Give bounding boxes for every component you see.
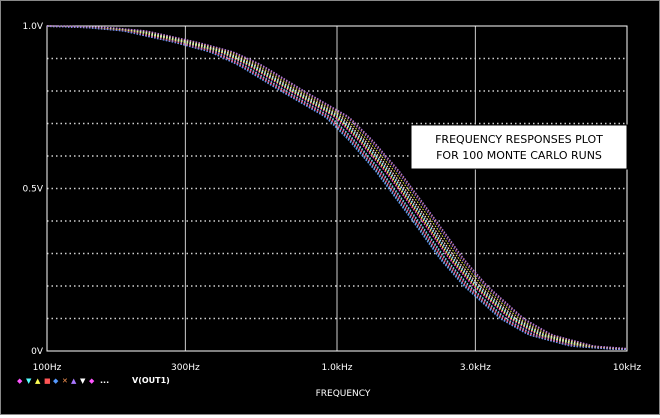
trace-line [46,25,627,350]
x-tick-label: 300Hz [171,363,200,373]
legend-ellipsis: ... [100,376,109,385]
x-tick-label: 3.0kHz [460,363,491,373]
trace-line [46,25,628,350]
legend-marker: ◆ [53,377,59,385]
x-tick-label: 100Hz [33,363,62,373]
legend-markers: ◆ ▼ ▲ ■ ◆ ✕ ▲ ▼ ◆... [17,376,109,385]
trace-line [47,25,628,350]
legend-marker: ◆ [89,377,95,385]
annotation-box: FREQUENCY RESPONSES PLOT FOR 100 MONTE C… [410,124,628,170]
x-tick-label: 10kHz [613,363,641,373]
y-tick-labels: 0V 0.5V 1.0V [23,22,44,357]
y-tick-label: 1.0V [23,22,44,32]
legend-label: V(OUT1) [132,376,170,385]
monte-carlo-traces [46,25,628,350]
legend-marker: ■ [44,377,51,385]
legend: ◆ ▼ ▲ ■ ◆ ✕ ▲ ▼ ◆... V(OUT1) [17,376,170,385]
annotation-line-1: FREQUENCY RESPONSES PLOT [435,133,603,146]
x-axis-label: FREQUENCY [316,389,371,399]
legend-marker: ▼ [80,377,86,385]
x-tick-label: 1.0kHz [321,363,352,373]
legend-marker: ▲ [35,377,41,385]
trace-line [46,25,627,350]
x-tick-labels: 100Hz 300Hz 1.0kHz 3.0kHz 10kHz [33,363,642,373]
legend-marker: ◆ [17,377,23,385]
legend-marker: ▼ [26,377,32,385]
y-tick-label: 0V [31,347,44,357]
y-tick-label: 0.5V [23,185,44,195]
annotation-line-2: FOR 100 MONTE CARLO RUNS [436,149,602,162]
legend-marker: ▲ [71,377,77,385]
grid-lines [47,26,627,351]
legend-marker: ✕ [62,377,68,385]
plot-area-border [46,25,628,352]
